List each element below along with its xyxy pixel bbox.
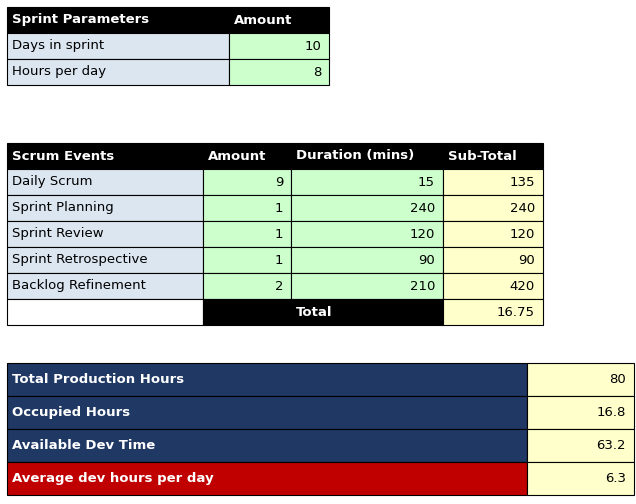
Bar: [291, 221, 443, 247]
Text: 90: 90: [518, 254, 535, 267]
Bar: [7, 273, 203, 299]
Text: Available Dev Time: Available Dev Time: [12, 439, 155, 452]
Text: Sub-Total: Sub-Total: [448, 150, 516, 162]
Bar: [7, 143, 203, 169]
Bar: [7, 247, 203, 273]
Text: 120: 120: [410, 227, 435, 240]
Text: 135: 135: [509, 175, 535, 188]
Bar: [527, 363, 634, 396]
Text: 16.75: 16.75: [497, 305, 535, 319]
Bar: [7, 7, 229, 33]
Text: Total Production Hours: Total Production Hours: [12, 373, 184, 386]
Bar: [7, 462, 527, 495]
Text: Sprint Review: Sprint Review: [12, 227, 104, 240]
Text: Daily Scrum: Daily Scrum: [12, 175, 92, 188]
Text: 420: 420: [509, 280, 535, 292]
Bar: [229, 33, 329, 59]
Text: Sprint Planning: Sprint Planning: [12, 202, 114, 215]
Bar: [527, 396, 634, 429]
Text: Days in sprint: Days in sprint: [12, 39, 104, 52]
Bar: [7, 33, 229, 59]
Text: 1: 1: [275, 202, 283, 215]
Text: 9: 9: [275, 175, 283, 188]
Text: Sprint Parameters: Sprint Parameters: [12, 14, 149, 27]
Bar: [203, 299, 291, 325]
Text: Occupied Hours: Occupied Hours: [12, 406, 130, 419]
Text: Total: Total: [296, 305, 333, 319]
Bar: [443, 273, 543, 299]
Text: Hours per day: Hours per day: [12, 66, 106, 79]
Bar: [203, 247, 291, 273]
Bar: [443, 299, 543, 325]
Bar: [203, 195, 291, 221]
Bar: [229, 7, 329, 33]
Text: 6.3: 6.3: [605, 472, 626, 485]
Bar: [7, 396, 527, 429]
Bar: [7, 299, 203, 325]
Bar: [7, 169, 203, 195]
Bar: [291, 169, 443, 195]
Text: Sprint Retrospective: Sprint Retrospective: [12, 254, 148, 267]
Text: 210: 210: [410, 280, 435, 292]
Text: 1: 1: [275, 227, 283, 240]
Bar: [7, 429, 527, 462]
Bar: [443, 247, 543, 273]
Text: 80: 80: [609, 373, 626, 386]
Bar: [7, 195, 203, 221]
Text: Amount: Amount: [208, 150, 266, 162]
Text: Average dev hours per day: Average dev hours per day: [12, 472, 214, 485]
Bar: [443, 143, 543, 169]
Bar: [443, 169, 543, 195]
Bar: [291, 195, 443, 221]
Text: Duration (mins): Duration (mins): [296, 150, 414, 162]
Text: 15: 15: [418, 175, 435, 188]
Bar: [7, 363, 527, 396]
Bar: [291, 299, 443, 325]
Bar: [291, 143, 443, 169]
Text: Scrum Events: Scrum Events: [12, 150, 114, 162]
Text: 1: 1: [275, 254, 283, 267]
Bar: [203, 143, 291, 169]
Text: 63.2: 63.2: [597, 439, 626, 452]
Text: 120: 120: [509, 227, 535, 240]
Text: 240: 240: [410, 202, 435, 215]
Bar: [7, 59, 229, 85]
Text: 240: 240: [509, 202, 535, 215]
Text: 16.8: 16.8: [597, 406, 626, 419]
Bar: [443, 221, 543, 247]
Text: 90: 90: [418, 254, 435, 267]
Text: 8: 8: [313, 66, 321, 79]
Text: 10: 10: [304, 39, 321, 52]
Bar: [229, 59, 329, 85]
Bar: [203, 169, 291, 195]
Bar: [527, 462, 634, 495]
Text: 2: 2: [275, 280, 283, 292]
Text: Amount: Amount: [234, 14, 293, 27]
Bar: [443, 195, 543, 221]
Text: Backlog Refinement: Backlog Refinement: [12, 280, 146, 292]
Bar: [527, 429, 634, 462]
Bar: [203, 273, 291, 299]
Bar: [7, 221, 203, 247]
Bar: [291, 273, 443, 299]
Bar: [203, 221, 291, 247]
Bar: [291, 247, 443, 273]
